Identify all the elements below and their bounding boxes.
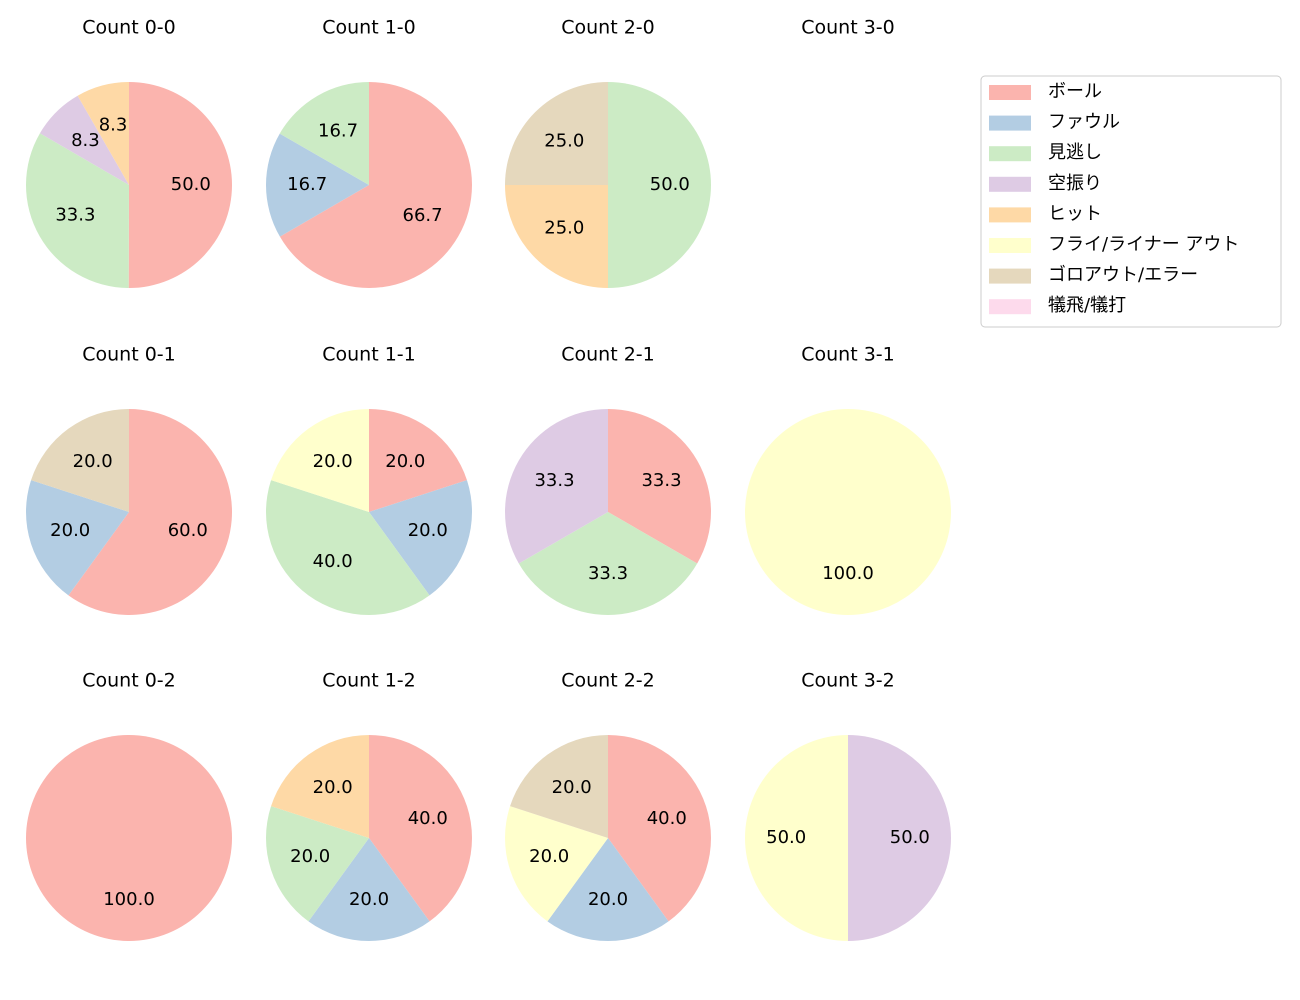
value-label: 20.0 bbox=[385, 451, 425, 472]
pie-slice bbox=[271, 735, 369, 838]
value-label: 20.0 bbox=[50, 520, 90, 541]
pie-title: Count 3-2 bbox=[801, 670, 895, 692]
pie-slice bbox=[279, 82, 472, 288]
pie-slice bbox=[308, 838, 430, 941]
pie-slice bbox=[505, 82, 608, 185]
value-label: 33.3 bbox=[55, 205, 95, 226]
pie-title: Count 1-2 bbox=[322, 670, 416, 692]
value-label: 8.3 bbox=[71, 130, 100, 151]
value-label: 40.0 bbox=[408, 808, 448, 829]
pie-slice bbox=[31, 409, 129, 512]
pie-slice bbox=[266, 806, 369, 922]
pie-slice bbox=[505, 185, 608, 288]
pie-slice bbox=[266, 133, 369, 237]
legend-label: フライ/ライナー アウト bbox=[1048, 234, 1239, 255]
value-label: 16.7 bbox=[287, 174, 327, 195]
pie-slice bbox=[369, 480, 472, 596]
value-label: 50.0 bbox=[650, 174, 690, 195]
value-label: 20.0 bbox=[73, 451, 113, 472]
pie-title: Count 2-0 bbox=[561, 17, 655, 39]
legend-swatch bbox=[989, 85, 1031, 100]
pie-slice bbox=[279, 82, 369, 185]
legend-label: ボール bbox=[1048, 81, 1102, 102]
legend-label: ヒット bbox=[1048, 203, 1102, 224]
value-label: 100.0 bbox=[822, 563, 874, 584]
value-label: 20.0 bbox=[313, 451, 353, 472]
pie-slice bbox=[271, 409, 369, 512]
pie-slice bbox=[26, 735, 232, 941]
pie-slice bbox=[128, 82, 233, 288]
value-label: 100.0 bbox=[103, 889, 155, 910]
legend-swatch bbox=[989, 238, 1031, 253]
legend-label: 見逃し bbox=[1048, 142, 1102, 163]
pie-slice bbox=[68, 409, 233, 616]
value-label: 20.0 bbox=[313, 777, 353, 798]
pie-title: Count 0-1 bbox=[82, 344, 176, 366]
value-label: 33.3 bbox=[534, 470, 574, 491]
pie-slice bbox=[369, 735, 473, 922]
pie-slice bbox=[369, 409, 467, 512]
value-label: 25.0 bbox=[544, 218, 584, 239]
value-label: 20.0 bbox=[588, 889, 628, 910]
legend-label: ゴロアウト/エラー bbox=[1048, 265, 1198, 286]
legend-label: 空振り bbox=[1048, 173, 1102, 194]
value-label: 20.0 bbox=[349, 889, 389, 910]
pie-slice bbox=[39, 95, 129, 185]
legend-label: 犠飛/犠打 bbox=[1048, 295, 1126, 316]
legend-swatch bbox=[989, 146, 1031, 162]
pie-title: Count 0-2 bbox=[82, 670, 176, 692]
value-label: 8.3 bbox=[99, 114, 128, 135]
legend-swatch bbox=[989, 115, 1031, 131]
pie-slice bbox=[745, 409, 951, 615]
pie-slice bbox=[547, 838, 669, 941]
pie-title: Count 0-0 bbox=[82, 17, 176, 39]
pie-slice bbox=[505, 806, 608, 922]
pie-title: Count 3-0 bbox=[801, 17, 895, 39]
legend-label: ファウル bbox=[1048, 112, 1120, 133]
pie-title: Count 1-0 bbox=[322, 17, 416, 39]
value-label: 50.0 bbox=[171, 174, 211, 195]
value-label: 20.0 bbox=[290, 846, 330, 867]
value-label: 20.0 bbox=[408, 520, 448, 541]
pie-slice bbox=[505, 409, 608, 564]
pie-slice bbox=[25, 133, 130, 288]
pie-slice bbox=[26, 480, 129, 596]
pie-title: Count 2-2 bbox=[561, 670, 655, 692]
value-label: 40.0 bbox=[647, 808, 687, 829]
value-label: 66.7 bbox=[403, 205, 443, 226]
value-label: 50.0 bbox=[766, 827, 806, 848]
legend-swatch bbox=[989, 176, 1031, 192]
legend-swatch bbox=[989, 268, 1031, 284]
pie-slice bbox=[608, 409, 712, 564]
legend-box bbox=[980, 75, 1282, 328]
pie-slice bbox=[745, 735, 848, 941]
value-label: 16.7 bbox=[318, 120, 358, 141]
legend-swatch bbox=[989, 299, 1031, 315]
pie-slice bbox=[848, 735, 951, 941]
legend-swatch bbox=[989, 207, 1031, 223]
pie-title: Count 3-1 bbox=[801, 344, 895, 366]
pie-slice bbox=[77, 82, 129, 185]
pie-slice bbox=[510, 735, 608, 838]
value-label: 33.3 bbox=[641, 470, 681, 491]
value-label: 60.0 bbox=[168, 520, 208, 541]
pie-slice bbox=[266, 480, 430, 616]
value-label: 20.0 bbox=[552, 777, 592, 798]
value-label: 20.0 bbox=[529, 846, 569, 867]
value-label: 33.3 bbox=[588, 563, 628, 584]
pie-slice bbox=[608, 82, 711, 288]
pie-title: Count 2-1 bbox=[561, 344, 655, 366]
value-label: 50.0 bbox=[890, 827, 930, 848]
value-label: 40.0 bbox=[313, 551, 353, 572]
pie-title: Count 1-1 bbox=[322, 344, 416, 366]
pie-slice bbox=[608, 735, 711, 922]
value-label: 25.0 bbox=[544, 130, 584, 151]
pie-slice bbox=[518, 512, 698, 615]
